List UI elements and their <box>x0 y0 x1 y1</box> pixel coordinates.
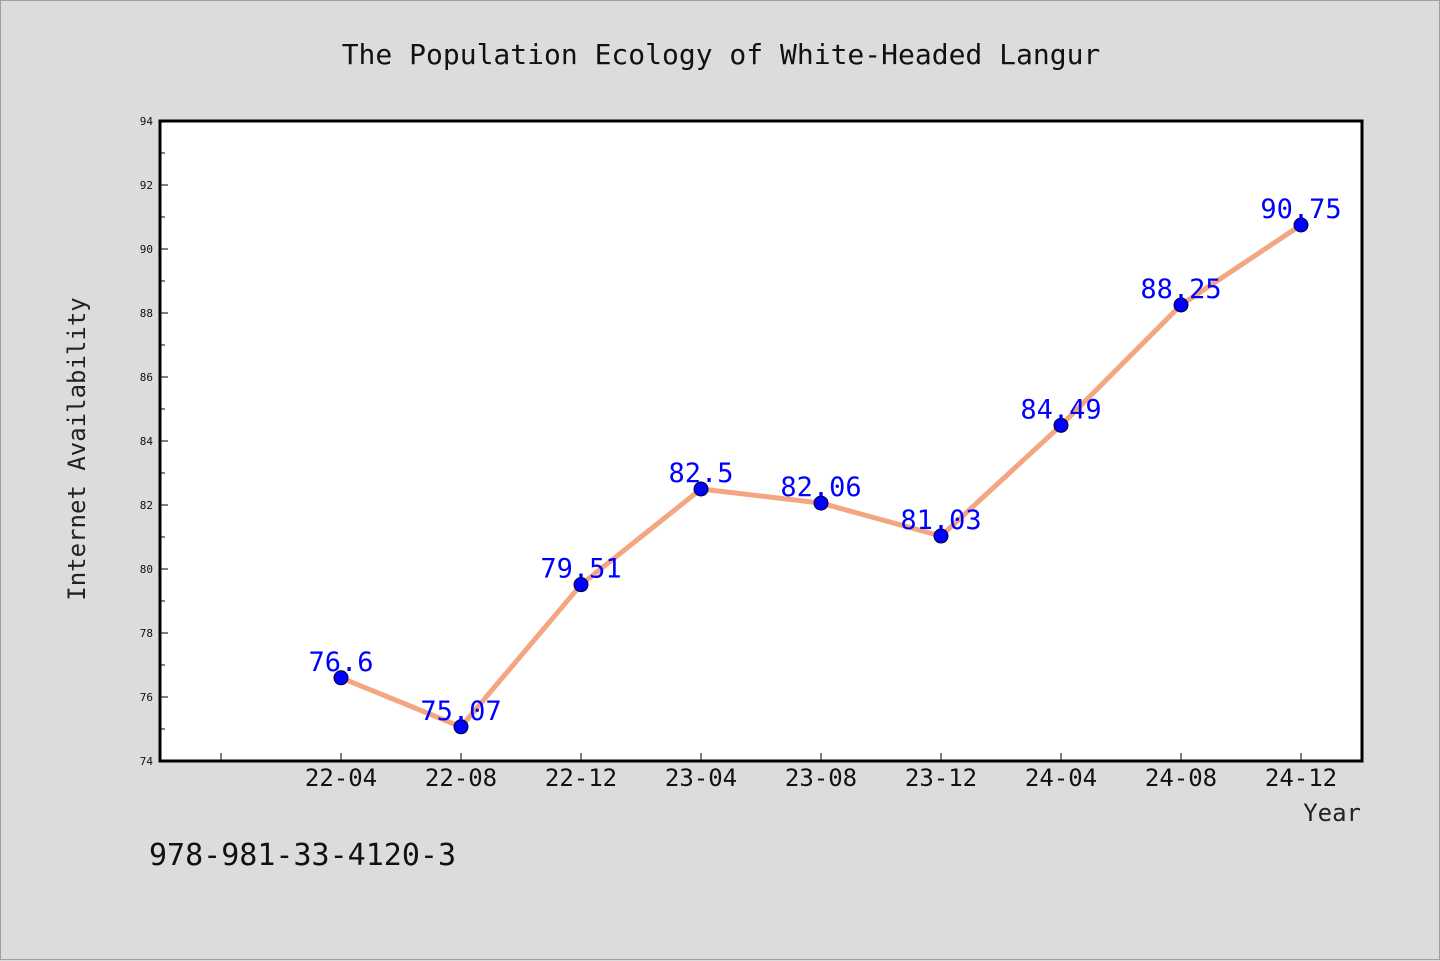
y-tick-label: 82 <box>140 499 153 512</box>
y-tick-label: 86 <box>140 371 153 384</box>
data-point <box>693 481 709 497</box>
data-label: 79.51 <box>540 554 621 585</box>
data-label: 82.06 <box>780 472 861 503</box>
data-label: 90.75 <box>1260 194 1341 225</box>
series-group: 76.6 75.07 79.51 82.5 82.06 81.03 84.49 88.25 90… <box>308 194 1342 735</box>
data-point <box>1293 217 1309 233</box>
data-point <box>813 495 829 511</box>
data-label: 81.03 <box>900 505 981 536</box>
x-tick-label: 24-12 <box>1265 764 1337 792</box>
data-point <box>1053 417 1069 433</box>
y-tick-label: 92 <box>140 179 153 192</box>
x-tick-label: 22-04 <box>305 764 377 792</box>
data-point <box>1173 297 1189 313</box>
data-point <box>333 670 349 686</box>
plot-area <box>158 119 1364 763</box>
y-tick-label: 94 <box>140 115 154 128</box>
y-axis-label: Internet Availability <box>63 297 91 600</box>
x-tick-label: 24-04 <box>1025 764 1097 792</box>
y-tick-label: 76 <box>140 691 153 704</box>
data-label: 76.6 <box>308 647 373 678</box>
y-tick-label: 84 <box>140 435 154 448</box>
y-tick-label: 78 <box>140 627 153 640</box>
x-tick-label: 24-08 <box>1145 764 1217 792</box>
y-tick-label: 90 <box>140 243 153 256</box>
x-tick-label: 23-08 <box>785 764 857 792</box>
y-tick-label: 80 <box>140 563 153 576</box>
x-axis-label: Year <box>1303 799 1361 827</box>
y-tick-label: 88 <box>140 307 153 320</box>
data-label: 84.49 <box>1020 394 1101 425</box>
isbn-text: 978-981-33-4120-3 <box>149 838 456 873</box>
data-point <box>453 719 469 735</box>
x-tick-label: 22-12 <box>545 764 617 792</box>
data-point <box>573 577 589 593</box>
chart-title: The Population Ecology of White-Headed L… <box>342 38 1101 71</box>
x-axis: 22-04 22-08 22-12 23-04 23-08 23-12 24-04 24-08… <box>220 753 1337 792</box>
y-axis: 74 76 78 80 82 84 86 88 90 92 94 <box>140 115 168 768</box>
data-label: 88.25 <box>1140 274 1221 305</box>
x-tick-label: 23-12 <box>905 764 977 792</box>
data-label: 75.07 <box>420 696 501 727</box>
y-tick-label: 74 <box>140 755 154 768</box>
x-tick-label: 22-08 <box>425 764 497 792</box>
x-tick-label: 23-04 <box>665 764 737 792</box>
data-label: 82.5 <box>668 458 733 489</box>
data-point <box>933 528 949 544</box>
